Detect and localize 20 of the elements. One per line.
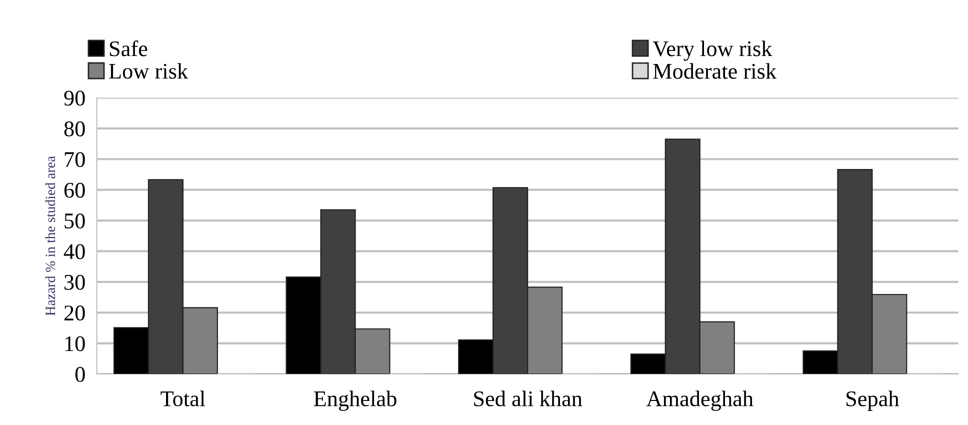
legend-label: Safe [110,40,148,56]
legend-label: Low risk [109,63,188,79]
y-tick-label: 50 [64,213,85,228]
legend-label: Very low risk [652,40,772,61]
y-tick-label: 70 [64,152,85,168]
x-tick-label: Sepah [846,390,900,411]
x-tick-label: Sed ali khan [474,390,582,406]
x-tick-label: Total [160,390,206,406]
x-tick-label: Enghelab [314,390,396,411]
y-tick-label: 30 [64,274,85,290]
legend-label: Moderate risk [653,63,777,79]
y-tick-label: 80 [64,121,85,136]
y-tick-label: 40 [64,244,85,260]
y-tick-label: 90 [64,90,85,106]
y-axis-title: Hazard % in the studied area [45,156,56,316]
y-tick-label: 60 [64,182,85,198]
y-tick-label: 0 [75,366,85,382]
y-tick-label: 20 [64,306,85,321]
y-tick-label: 10 [65,336,85,352]
x-tick-label: Amadeghah [646,390,754,411]
